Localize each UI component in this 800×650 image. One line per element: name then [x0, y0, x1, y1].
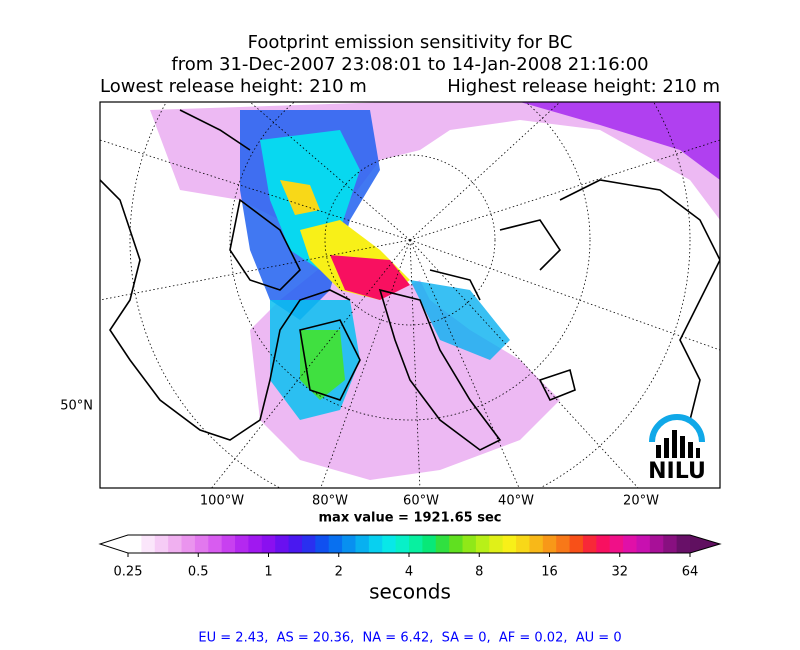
- colorbar-swatch: [556, 535, 571, 553]
- colorbar-swatch: [221, 535, 236, 553]
- field-green: [300, 330, 345, 400]
- colorbar-swatch: [623, 535, 637, 553]
- colorbar-swatch: [141, 535, 156, 553]
- map-axis-label: 60°W: [403, 494, 439, 509]
- colorbar-swatch: [342, 535, 356, 553]
- map-axis-label: 80°W: [312, 494, 348, 509]
- colorbar-tick-label: 32: [611, 565, 628, 580]
- colorbar-swatch: [663, 535, 678, 553]
- colorbar-over: [690, 535, 720, 553]
- colorbar-swatch: [154, 535, 169, 553]
- colorbar-swatch: [208, 535, 223, 553]
- colorbar-swatch: [489, 535, 504, 553]
- colorbar-swatch: [542, 535, 557, 553]
- colorbar-swatch: [475, 535, 490, 553]
- map-frame: [99, 101, 721, 489]
- colorbar-swatch: [435, 535, 450, 553]
- colorbar-swatch: [395, 535, 410, 553]
- colorbar-swatch: [529, 535, 544, 553]
- graticule: [100, 102, 720, 488]
- colorbar-swatch: [422, 535, 437, 553]
- colorbar-swatch: [181, 535, 196, 553]
- title: Footprint emission sensitivity for BC: [248, 32, 573, 53]
- field-cyan-3: [410, 280, 510, 360]
- colorbar-tick-label: 1: [264, 565, 272, 580]
- colorbar-swatch: [502, 535, 517, 553]
- map-axis-label: 100°W: [200, 494, 244, 509]
- colorbar-swatch: [449, 535, 464, 553]
- field-purple: [520, 102, 720, 180]
- region-summary: EU = 2.43, AS = 20.36, NA = 6.42, SA = 0…: [198, 631, 621, 646]
- colorbar-swatch: [194, 535, 209, 553]
- colorbar-swatch: [569, 535, 584, 553]
- colorbar-swatch: [582, 535, 597, 553]
- colorbar-swatch: [248, 535, 263, 553]
- colorbar-swatch: [649, 535, 664, 553]
- colorbar-swatch: [596, 535, 611, 553]
- colorbar-swatch: [275, 535, 290, 553]
- colorbar-swatch: [609, 535, 624, 553]
- colorbar-swatch: [368, 535, 383, 553]
- map-axis-label: 50°N: [60, 399, 93, 414]
- map-axis-label: 40°W: [498, 494, 534, 509]
- colorbar-swatch: [315, 535, 330, 553]
- period: from 31-Dec-2007 23:08:01 to 14-Jan-2008…: [171, 54, 648, 75]
- colorbar-tick-label: 64: [682, 565, 699, 580]
- map-area: NILU: [100, 102, 720, 488]
- logo-arc: [649, 414, 705, 443]
- colorbar-swatch: [261, 535, 276, 553]
- colorbar-swatch: [676, 535, 691, 553]
- colorbar-swatch: [328, 535, 343, 553]
- colorbar-tick-label: 2: [335, 565, 343, 580]
- colorbar-swatch: [168, 535, 183, 553]
- colorbar-tick-label: 4: [405, 565, 413, 580]
- colorbar-label: seconds: [369, 580, 451, 604]
- colorbar-swatch: [462, 535, 477, 553]
- logo-buildings: [656, 430, 700, 458]
- max-value: max value = 1921.65 sec: [319, 511, 502, 526]
- colorbar-swatch: [516, 535, 530, 553]
- colorbar-swatch: [409, 535, 423, 553]
- colorbar-under: [100, 535, 128, 553]
- colorbar-swatch: [636, 535, 651, 553]
- colorbar-tick-label: 0.25: [114, 565, 143, 580]
- colorbar-swatch: [382, 535, 397, 553]
- colorbar-swatch: [301, 535, 316, 553]
- field-red: [330, 255, 410, 300]
- colorbar-swatch: [355, 535, 370, 553]
- highest-height: Highest release height: 210 m: [447, 76, 720, 97]
- colorbar-swatch: [235, 535, 249, 553]
- colorbar-swatch: [288, 535, 303, 553]
- lowest-height: Lowest release height: 210 m: [100, 76, 367, 97]
- colorbar-swatch: [128, 535, 142, 553]
- colorbar-tick-label: 8: [475, 565, 483, 580]
- colorbar-tick-label: 16: [541, 565, 558, 580]
- map-axis-label: 20°W: [623, 494, 659, 509]
- logo-text: NILU: [648, 459, 706, 484]
- field-yellow-2: [280, 180, 320, 215]
- colorbar-tick-label: 0.5: [188, 565, 209, 580]
- coastlines: [100, 109, 720, 451]
